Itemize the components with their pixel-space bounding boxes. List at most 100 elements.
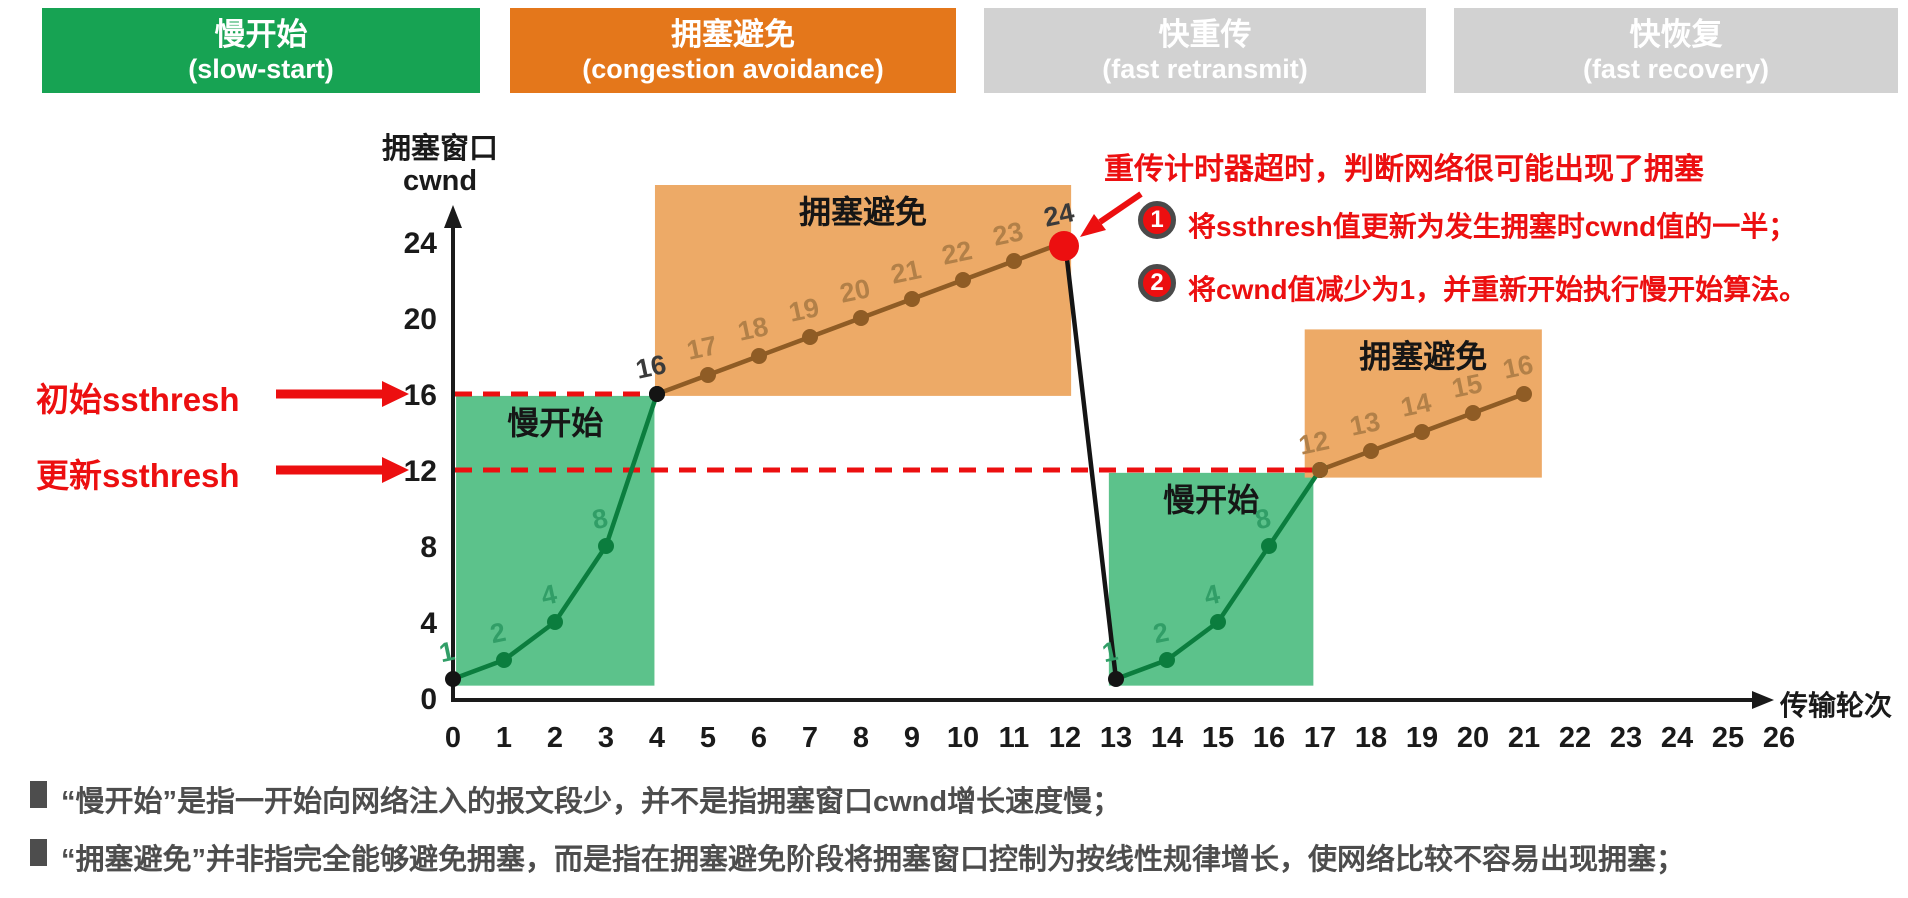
x-tick-16: 16 xyxy=(1253,722,1285,754)
timeout-arrow-shaft xyxy=(1098,191,1143,225)
bullet-square-icon xyxy=(30,839,47,866)
x-tick-25: 25 xyxy=(1712,722,1744,754)
updated-ssthresh-label: 更新ssthresh xyxy=(36,457,240,494)
x-tick-0: 0 xyxy=(445,722,461,754)
x-tick-9: 9 xyxy=(904,722,920,754)
x-tick-14: 14 xyxy=(1151,722,1183,754)
step-2-badge: 2 xyxy=(1138,264,1176,302)
y-axis-title: 拥塞窗口 cwnd xyxy=(372,133,508,198)
step-1-text: 将ssthresh值更新为发生拥塞时cwnd值的一半； xyxy=(1188,211,1797,242)
congestion-avoidance-1-point-8 xyxy=(853,310,869,326)
phase-box-fast-retransmit: 快重传 (fast retransmit) xyxy=(984,8,1426,93)
x-tick-26: 26 xyxy=(1763,722,1795,754)
congestion-avoidance-1-point-6 xyxy=(751,348,767,364)
phase-title-slow-start: 慢开始 xyxy=(214,16,308,52)
x-tick-5: 5 xyxy=(700,722,716,754)
initial-ssthresh-label: 初始ssthresh xyxy=(36,381,240,418)
slow-start-2-point-label-4: 4 xyxy=(1202,579,1223,611)
congestion-avoidance-1-point-4 xyxy=(649,386,665,402)
y-tick-16: 16 xyxy=(404,379,437,412)
slow-start-1-point-label-1: 1 xyxy=(437,636,458,668)
phase-box-fast-recovery: 快恢复 (fast recovery) xyxy=(1454,8,1898,93)
slow-start-1-point-0 xyxy=(445,671,461,687)
slow-start-region-1-label: 慢开始 xyxy=(507,405,603,441)
footnote-slow-start: “慢开始”是指一开始向网络注入的报文段少，并不是指拥塞窗口cwnd增长速度慢； xyxy=(30,778,1121,820)
slow-start-2-point-label-1: 1 xyxy=(1100,636,1121,668)
slow-start-2-point-label-2: 2 xyxy=(1151,617,1172,649)
congestion-avoidance-2-point-label-13: 13 xyxy=(1347,406,1383,442)
slow-start-region-2 xyxy=(1108,472,1314,686)
x-tick-6: 6 xyxy=(751,722,767,754)
congestion-avoidance-2-point-18 xyxy=(1363,443,1379,459)
x-axis-title: 传输轮次 xyxy=(1780,690,1893,721)
congestion-avoidance-2-point-21 xyxy=(1516,386,1532,402)
phase-title-fast-retransmit: 快重传 xyxy=(1158,16,1252,52)
y-axis-title-line2: cwnd xyxy=(402,164,478,197)
footnote-congestion-avoidance: “拥塞避免”并非指完全能够避免拥塞，而是指在拥塞避免阶段将拥塞窗口控制为按线性规… xyxy=(30,836,1685,878)
slow-start-1-point-label-8: 8 xyxy=(590,503,611,535)
congestion-avoidance-1-point-label-20: 20 xyxy=(837,273,873,309)
x-tick-11: 11 xyxy=(999,722,1030,754)
slow-start-2-point-14 xyxy=(1159,652,1175,668)
congestion-avoidance-2-point-label-14: 14 xyxy=(1398,387,1434,423)
congestion-avoidance-1-point-11 xyxy=(1006,253,1022,269)
slow-start-1-point-3 xyxy=(598,538,614,554)
congestion-avoidance-1-point-label-23: 23 xyxy=(990,216,1026,252)
y-tick-20: 20 xyxy=(404,303,437,336)
x-tick-21: 21 xyxy=(1508,722,1540,754)
y-axis-title-line1: 拥塞窗口 xyxy=(381,133,498,165)
slow-start-1-point-2 xyxy=(547,614,563,630)
congestion-avoidance-2-point-label-12: 12 xyxy=(1296,425,1332,461)
phase-title-fast-recovery: 快恢复 xyxy=(1629,16,1723,52)
slow-start-1-point-label-2: 2 xyxy=(488,617,509,649)
phase-title-congestion-avoidance: 拥塞避免 xyxy=(671,16,795,52)
congestion-avoidance-1-point-9 xyxy=(904,291,920,307)
congestion-avoidance-2-point-19 xyxy=(1414,424,1430,440)
congestion-avoidance-1-point-label-18: 18 xyxy=(735,311,771,347)
congestion-avoidance-1-point-label-17: 17 xyxy=(684,330,720,366)
phase-subtitle-congestion-avoidance: (congestion avoidance) xyxy=(582,53,884,84)
x-tick-20: 20 xyxy=(1457,722,1489,754)
y-tick-8: 8 xyxy=(420,531,437,564)
x-tick-10: 10 xyxy=(947,722,979,754)
congestion-avoidance-1-point-label-19: 19 xyxy=(786,292,822,328)
phase-subtitle-fast-retransmit: (fast retransmit) xyxy=(1102,53,1308,84)
x-tick-17: 17 xyxy=(1304,722,1336,754)
slow-start-2-point-13 xyxy=(1108,671,1124,687)
congestion-avoidance-1-point-5 xyxy=(700,367,716,383)
phase-box-congestion-avoidance: 拥塞避免 (congestion avoidance) xyxy=(510,8,956,93)
congestion-avoidance-1-point-7 xyxy=(802,329,818,345)
congestion-avoidance-region-1 xyxy=(654,185,1072,396)
x-tick-8: 8 xyxy=(853,722,869,754)
slow-start-2-point-16 xyxy=(1261,538,1277,554)
slow-start-1-point-label-4: 4 xyxy=(539,579,560,611)
x-tick-12: 12 xyxy=(1049,722,1081,754)
x-tick-3: 3 xyxy=(598,722,614,754)
bullet-square-icon xyxy=(30,781,47,808)
congestion-avoidance-2-point-20 xyxy=(1465,405,1481,421)
timeout-heading: 重传计时器超时，判断网络很可能出现了拥塞 xyxy=(1104,153,1704,186)
congestion-avoidance-region-1-label: 拥塞避免 xyxy=(799,194,927,230)
y-tick-24: 24 xyxy=(404,227,438,260)
x-tick-7: 7 xyxy=(802,722,818,754)
ssthresh-pointer-arrowhead-icon-0 xyxy=(382,381,409,407)
slow-start-2-point-label-8: 8 xyxy=(1253,503,1274,535)
step-1-badge: 1 xyxy=(1138,201,1176,239)
x-axis-arrow-icon xyxy=(1752,691,1774,709)
x-tick-18: 18 xyxy=(1355,722,1387,754)
phase-subtitle-fast-recovery: (fast recovery) xyxy=(1582,53,1770,84)
x-tick-22: 22 xyxy=(1559,722,1591,754)
congestion-avoidance-region-2-label: 拥塞避免 xyxy=(1359,338,1487,374)
step-2-text: 将cwnd值减少为1，并重新开始执行慢开始算法。 xyxy=(1188,274,1808,305)
congestion-avoidance-1-point-label-24: 24 xyxy=(1041,197,1077,233)
congestion-avoidance-2-point-label-16: 16 xyxy=(1500,349,1536,385)
y-axis-arrow-icon xyxy=(444,205,462,228)
x-tick-19: 19 xyxy=(1406,722,1438,754)
congestion-avoidance-2-point-17 xyxy=(1312,462,1328,478)
footnote-slow-start-text: “慢开始”是指一开始向网络注入的报文段少，并不是指拥塞窗口cwnd增长速度慢； xyxy=(61,786,1122,818)
timeout-arrowhead-icon xyxy=(1080,214,1106,237)
y-tick-4: 4 xyxy=(420,607,437,640)
x-tick-24: 24 xyxy=(1661,722,1693,754)
